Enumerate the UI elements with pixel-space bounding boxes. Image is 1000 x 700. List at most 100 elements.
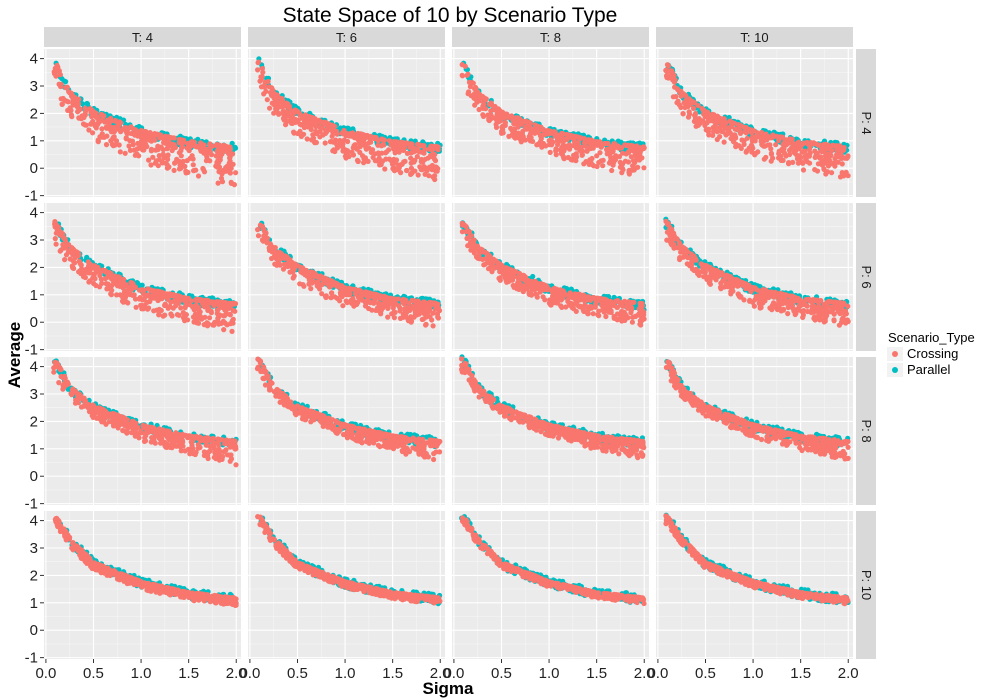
data-point-crossing: [261, 233, 267, 239]
data-point-crossing: [163, 139, 169, 145]
data-point-crossing: [560, 131, 566, 137]
data-point-crossing: [624, 304, 630, 310]
data-point-crossing: [156, 157, 162, 163]
data-point-crossing: [635, 144, 641, 150]
data-point-crossing: [381, 142, 387, 148]
data-point-crossing: [508, 277, 514, 283]
data-point-crossing: [336, 284, 343, 290]
data-point-crossing: [502, 273, 508, 279]
data-point-crossing: [776, 151, 782, 157]
data-point-crossing: [67, 108, 73, 114]
data-point-crossing: [190, 162, 196, 168]
data-point-crossing: [408, 160, 414, 166]
data-point-crossing: [592, 304, 598, 310]
data-point-crossing: [255, 227, 261, 233]
facet-strip-col-label: T: 8: [540, 30, 561, 45]
data-point-crossing: [313, 139, 319, 146]
data-point-crossing: [75, 252, 82, 258]
data-point-crossing: [177, 298, 183, 304]
data-point-crossing: [487, 256, 493, 262]
data-point-crossing: [205, 321, 211, 327]
data-point-crossing: [214, 142, 220, 148]
data-point-crossing: [618, 302, 624, 308]
data-point-crossing: [825, 155, 831, 162]
data-point-crossing: [156, 288, 162, 294]
data-point-crossing: [534, 294, 540, 300]
data-point-crossing: [75, 101, 81, 107]
data-point-crossing: [574, 154, 580, 160]
data-point-crossing: [689, 256, 695, 262]
data-point-crossing: [531, 286, 537, 293]
data-point-crossing: [461, 222, 467, 228]
data-point-crossing: [332, 148, 338, 155]
data-point-crossing: [727, 279, 733, 285]
data-point-crossing: [184, 145, 190, 151]
data-point-crossing: [227, 146, 233, 152]
data-point-crossing: [467, 84, 473, 90]
data-point-crossing: [548, 137, 554, 143]
data-point-crossing: [51, 71, 58, 77]
data-point-crossing: [763, 131, 769, 137]
data-point-crossing: [313, 128, 319, 134]
data-point-crossing: [565, 132, 571, 138]
data-point-crossing: [297, 128, 303, 134]
data-point-crossing: [180, 310, 186, 316]
data-point-crossing: [807, 150, 813, 156]
data-point-crossing: [706, 274, 712, 280]
data-point-crossing: [291, 129, 297, 135]
data-point-crossing: [101, 134, 107, 140]
data-point-crossing: [280, 109, 286, 115]
data-point-crossing: [118, 129, 124, 135]
data-point-crossing: [192, 311, 198, 317]
data-point-crossing: [187, 155, 193, 161]
data-point-crossing: [794, 152, 800, 159]
data-point-crossing: [612, 141, 618, 147]
data-point-crossing: [198, 140, 204, 146]
data-point-crossing: [559, 137, 566, 143]
data-point-crossing: [517, 118, 523, 125]
data-point-crossing: [731, 282, 737, 288]
data-point-crossing: [117, 119, 123, 125]
data-point-crossing: [365, 158, 371, 164]
data-point-crossing: [180, 138, 186, 144]
data-point-crossing: [817, 155, 823, 161]
data-point-crossing: [588, 303, 594, 309]
data-point-crossing: [357, 149, 363, 155]
data-point-crossing: [465, 235, 471, 241]
data-point-crossing: [227, 321, 234, 327]
data-point-crossing: [841, 309, 848, 315]
data-point-crossing: [576, 296, 582, 302]
data-point-crossing: [432, 151, 438, 158]
facet-strip-col: [656, 27, 853, 47]
data-point-crossing: [778, 134, 784, 140]
facet-strip-col-label: T: 4: [132, 30, 153, 45]
data-point-crossing: [299, 268, 305, 274]
data-point-crossing: [111, 134, 117, 140]
data-point-crossing: [783, 292, 790, 298]
data-point-crossing: [559, 292, 565, 298]
data-point-crossing: [396, 144, 402, 150]
data-point-crossing: [721, 139, 727, 145]
data-point-crossing: [224, 163, 230, 169]
data-point-crossing: [297, 281, 303, 287]
data-point-crossing: [320, 132, 326, 138]
data-point-crossing: [88, 121, 94, 127]
data-point-crossing: [565, 143, 571, 149]
data-point-crossing: [509, 268, 515, 274]
data-point-crossing: [53, 241, 59, 247]
data-point-crossing: [281, 117, 287, 123]
data-point-crossing: [337, 137, 343, 144]
data-point-crossing: [139, 287, 145, 293]
data-point-crossing: [365, 297, 371, 303]
data-point-crossing: [757, 302, 763, 308]
data-point-crossing: [156, 296, 162, 302]
data-point-crossing: [259, 65, 265, 72]
data-point-crossing: [521, 285, 527, 291]
data-point-crossing: [804, 159, 810, 165]
data-point-crossing: [414, 154, 420, 160]
data-point-crossing: [637, 302, 644, 308]
data-point-crossing: [425, 165, 431, 171]
data-point-crossing: [195, 173, 202, 179]
data-point-crossing: [669, 68, 675, 74]
data-point-crossing: [123, 135, 129, 141]
